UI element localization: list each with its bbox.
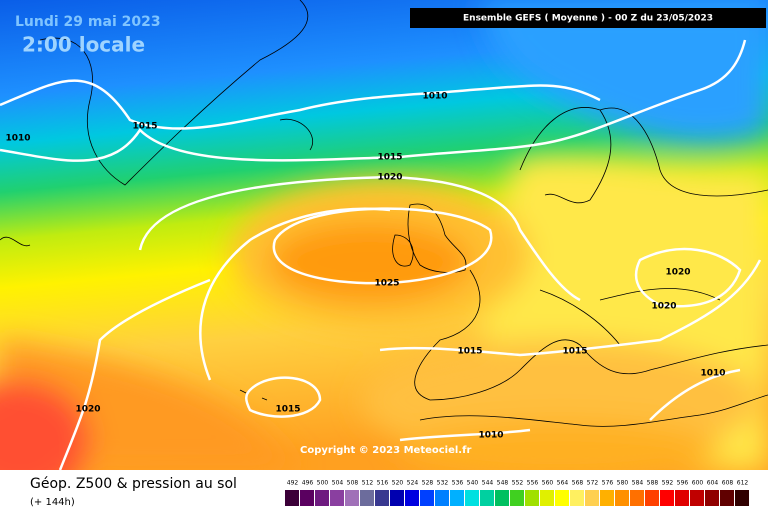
legend-swatch	[450, 490, 464, 506]
legend-swatch	[615, 490, 629, 506]
legend-swatch	[630, 490, 644, 506]
legend-swatch	[690, 490, 704, 506]
footer-title: Géop. Z500 & pression au sol	[30, 476, 237, 492]
legend-label: 560	[542, 480, 554, 487]
model-info: Ensemble GEFS ( Moyenne ) - 00 Z du 23/0…	[463, 14, 713, 24]
isobar-labels: 1010 1015 1010 1015 1020 1025 1020 1020 1015 1015…	[5, 92, 725, 441]
legend-swatch	[465, 490, 479, 506]
legend-swatch	[435, 490, 449, 506]
legend-swatch	[570, 490, 584, 506]
legend-swatch	[720, 490, 734, 506]
legend-label: 516	[377, 480, 389, 487]
isobar-label: 1025	[374, 279, 399, 289]
legend-label: 492	[287, 480, 299, 487]
isobar-label: 1010	[478, 431, 503, 441]
legend-swatch	[420, 490, 434, 506]
legend-label: 512	[362, 480, 374, 487]
legend-label: 504	[332, 480, 344, 487]
legend-swatch	[285, 490, 299, 506]
legend-swatch	[510, 490, 524, 506]
legend-swatch	[330, 490, 344, 506]
legend-label: 556	[527, 480, 539, 487]
legend-label: 596	[677, 480, 689, 487]
legend-swatch	[735, 490, 749, 506]
legend-swatch	[300, 490, 314, 506]
legend-label: 572	[587, 480, 599, 487]
isobar-label: 1010	[422, 92, 447, 102]
isobar-label: 1015	[377, 153, 402, 163]
legend-swatch	[600, 490, 614, 506]
copyright: Copyright © 2023 Meteociel.fr	[300, 445, 471, 456]
legend-swatch	[390, 490, 404, 506]
legend-label: 584	[632, 480, 644, 487]
isobar-label: 1020	[651, 302, 676, 312]
legend-swatch	[675, 490, 689, 506]
isobars	[0, 39, 762, 471]
isobar-label: 1020	[75, 405, 100, 415]
legend-label: 564	[557, 480, 569, 487]
isobar-label: 1015	[457, 347, 482, 357]
legend-label: 548	[497, 480, 509, 487]
legend-label: 612	[737, 480, 749, 487]
legend-label: 500	[317, 480, 329, 487]
legend-swatch	[375, 490, 389, 506]
legend-swatch	[495, 490, 509, 506]
legend-label: 528	[422, 480, 434, 487]
legend-label: 568	[572, 480, 584, 487]
legend-label: 544	[482, 480, 494, 487]
isobar-label: 1010	[700, 369, 725, 379]
legend-swatch	[540, 490, 554, 506]
isobar-label: 1020	[665, 268, 690, 278]
isobar-label: 1015	[132, 122, 157, 132]
legend-swatch	[660, 490, 674, 506]
legend-label: 592	[662, 480, 674, 487]
legend-label: 532	[437, 480, 449, 487]
isobar-label: 1020	[377, 173, 402, 183]
legend-swatch	[645, 490, 659, 506]
legend-label: 552	[512, 480, 524, 487]
field-background	[0, 0, 768, 500]
isobar-label: 1010	[5, 134, 30, 144]
footer-subtitle: (+ 144h)	[30, 497, 75, 508]
legend-swatch	[405, 490, 419, 506]
legend-swatch	[525, 490, 539, 506]
color-legend: 492 496 500 504 508 512 516 520 524 528 532 536 540 5…	[285, 480, 749, 506]
isobar-label: 1015	[562, 347, 587, 357]
legend-swatch	[480, 490, 494, 506]
legend-label: 496	[302, 480, 314, 487]
legend-label: 536	[452, 480, 464, 487]
legend-label: 508	[347, 480, 359, 487]
legend-label: 576	[602, 480, 614, 487]
legend-swatch	[345, 490, 359, 506]
model-box	[410, 8, 766, 28]
legend-swatch	[360, 490, 374, 506]
legend-swatch	[555, 490, 569, 506]
legend-label: 608	[722, 480, 734, 487]
legend-swatch	[315, 490, 329, 506]
local-time: 2:00 locale	[22, 33, 145, 57]
legend-label: 524	[407, 480, 419, 487]
legend-swatch	[705, 490, 719, 506]
legend-label: 604	[707, 480, 719, 487]
legend-label: 600	[692, 480, 704, 487]
legend-label: 520	[392, 480, 404, 487]
isobar-label: 1015	[275, 405, 300, 415]
legend-label: 540	[467, 480, 479, 487]
legend-label: 580	[617, 480, 629, 487]
date: Lundi 29 mai 2023	[15, 14, 161, 30]
legend-swatch	[585, 490, 599, 506]
legend-label: 588	[647, 480, 659, 487]
